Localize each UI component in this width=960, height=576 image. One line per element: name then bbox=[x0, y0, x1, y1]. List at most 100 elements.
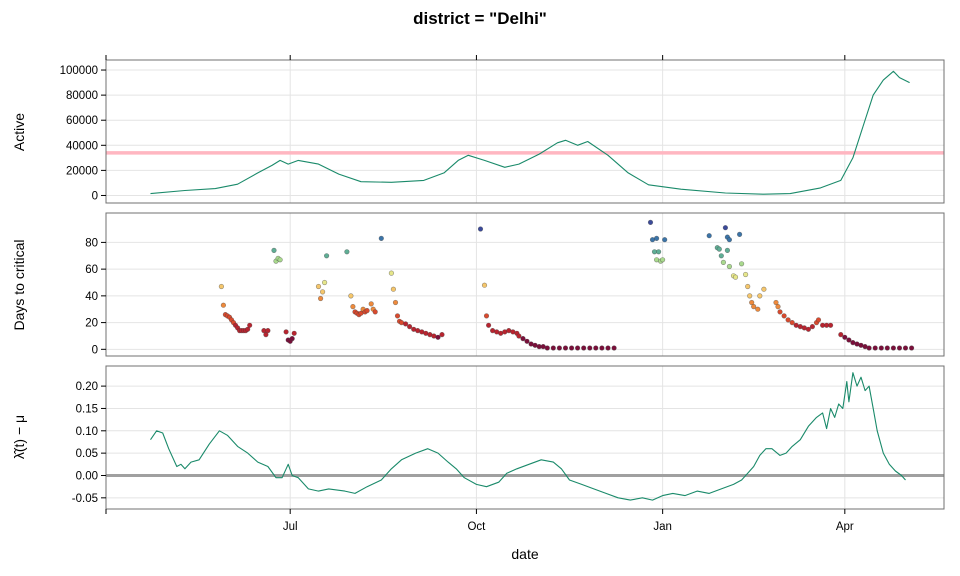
grid-lambda bbox=[106, 366, 944, 509]
scatter-point bbox=[890, 345, 897, 351]
scatter-point bbox=[653, 235, 660, 241]
scatter-point bbox=[781, 313, 787, 319]
scatter-point bbox=[605, 345, 611, 351]
scatter-point bbox=[516, 333, 522, 339]
scatter-point bbox=[350, 304, 356, 310]
grid-days bbox=[106, 213, 944, 356]
grid-active bbox=[106, 60, 944, 203]
scatter-point bbox=[218, 283, 224, 290]
y-tick-label: 40000 bbox=[66, 140, 98, 152]
scatter-point bbox=[827, 322, 834, 328]
ylabel-lambda: λ̂(t) − μ bbox=[11, 415, 27, 459]
scatter-point bbox=[265, 328, 271, 334]
scatter-point bbox=[777, 309, 783, 315]
scatter-point bbox=[805, 326, 812, 332]
scatter-point bbox=[732, 274, 739, 280]
scatter-point bbox=[846, 337, 852, 343]
scatter-point bbox=[574, 345, 581, 351]
y-tick-label: 0.15 bbox=[76, 403, 98, 415]
y-tick-label: 0.20 bbox=[76, 381, 98, 393]
scatter-point bbox=[706, 233, 712, 239]
scatter-point bbox=[720, 259, 727, 266]
scatter-point bbox=[283, 329, 289, 335]
scatter-point bbox=[390, 286, 397, 292]
scatter-point bbox=[368, 301, 374, 307]
scatter-point bbox=[247, 322, 253, 328]
panel-days-to-critical: 0 20 40 60 80 Days to critical bbox=[11, 212, 945, 357]
scatter-point bbox=[896, 345, 903, 351]
scatter-point bbox=[544, 345, 550, 351]
y-tick-label: 20 bbox=[85, 318, 98, 330]
scatter-point bbox=[908, 345, 915, 351]
scatter-point bbox=[291, 330, 297, 336]
scatter-point bbox=[486, 322, 492, 328]
y-tick-label: 0 bbox=[92, 190, 98, 202]
frame-active bbox=[105, 59, 945, 204]
scatter-point bbox=[556, 345, 563, 351]
scatter-point bbox=[809, 324, 816, 330]
scatter-point bbox=[392, 299, 399, 306]
y-tick-label: -0.05 bbox=[72, 493, 98, 505]
y-axis-days: 0 20 40 60 80 bbox=[85, 237, 106, 356]
scatter-point bbox=[736, 231, 743, 237]
scatter-point bbox=[785, 317, 791, 323]
scatter-point bbox=[439, 332, 445, 338]
scatter-point bbox=[435, 334, 441, 340]
y-axis-lambda: -0.05 0.00 0.05 0.10 0.15 0.20 bbox=[72, 381, 106, 505]
frame-lambda bbox=[105, 365, 945, 510]
scatter-point bbox=[587, 345, 593, 351]
panel-lambda: -0.05 0.00 0.05 0.10 0.15 0.20 λ̂(t) − μ bbox=[11, 365, 945, 510]
scatter-point bbox=[773, 299, 779, 306]
scatter-point bbox=[747, 293, 753, 299]
scatter-point bbox=[245, 326, 251, 332]
scatter-point bbox=[718, 253, 724, 259]
frame-days bbox=[105, 212, 945, 357]
scatter-point bbox=[726, 263, 733, 270]
x-tick-label: Oct bbox=[467, 521, 486, 533]
y-tick-label: 0 bbox=[92, 344, 98, 356]
scatter-point bbox=[344, 249, 350, 255]
scatter-point bbox=[815, 317, 822, 323]
scatter-point bbox=[593, 345, 599, 351]
scatter-point bbox=[902, 345, 909, 351]
y-tick-label: 0.10 bbox=[76, 426, 98, 438]
scatter-point bbox=[477, 226, 484, 232]
y-tick-label: 80000 bbox=[66, 90, 98, 102]
series-days-to-critical bbox=[218, 219, 915, 351]
scatter-point bbox=[726, 237, 733, 243]
scatter-point bbox=[372, 309, 378, 315]
x-axis: Jul Oct Jan Apr bbox=[105, 55, 854, 533]
scatter-point bbox=[481, 282, 488, 288]
scatter-point bbox=[599, 345, 605, 351]
series-lambda bbox=[150, 372, 906, 501]
scatter-point bbox=[550, 345, 556, 351]
chart-title: district = "Delhi" bbox=[413, 9, 547, 28]
scatter-point bbox=[581, 345, 587, 351]
scatter-point bbox=[315, 283, 322, 290]
scatter-point bbox=[716, 246, 722, 252]
scatter-point bbox=[271, 247, 277, 253]
y-tick-label: 60 bbox=[85, 264, 98, 276]
scatter-point bbox=[742, 271, 749, 278]
scatter-point bbox=[568, 345, 575, 351]
scatter-point bbox=[724, 247, 731, 253]
series-line bbox=[150, 372, 906, 501]
scatter-point bbox=[378, 235, 384, 241]
y-tick-label: 80 bbox=[85, 237, 98, 249]
scatter-point bbox=[884, 345, 890, 351]
scatter-point bbox=[647, 219, 654, 225]
y-tick-label: 40 bbox=[85, 291, 98, 303]
scatter-point bbox=[524, 338, 530, 344]
y-axis-active: 0 20000 40000 60000 80000 100000 bbox=[60, 65, 106, 202]
scatter-point bbox=[483, 313, 490, 319]
scatter-point bbox=[872, 345, 878, 351]
scatter-point bbox=[220, 302, 226, 308]
y-tick-label: 0.05 bbox=[76, 448, 98, 460]
scatter-point bbox=[655, 249, 662, 255]
series-active bbox=[150, 70, 910, 195]
scatter-point bbox=[348, 293, 354, 299]
scatter-point bbox=[775, 304, 781, 310]
x-tick-label: Jul bbox=[283, 521, 298, 533]
x-tick-label: Apr bbox=[836, 521, 854, 533]
